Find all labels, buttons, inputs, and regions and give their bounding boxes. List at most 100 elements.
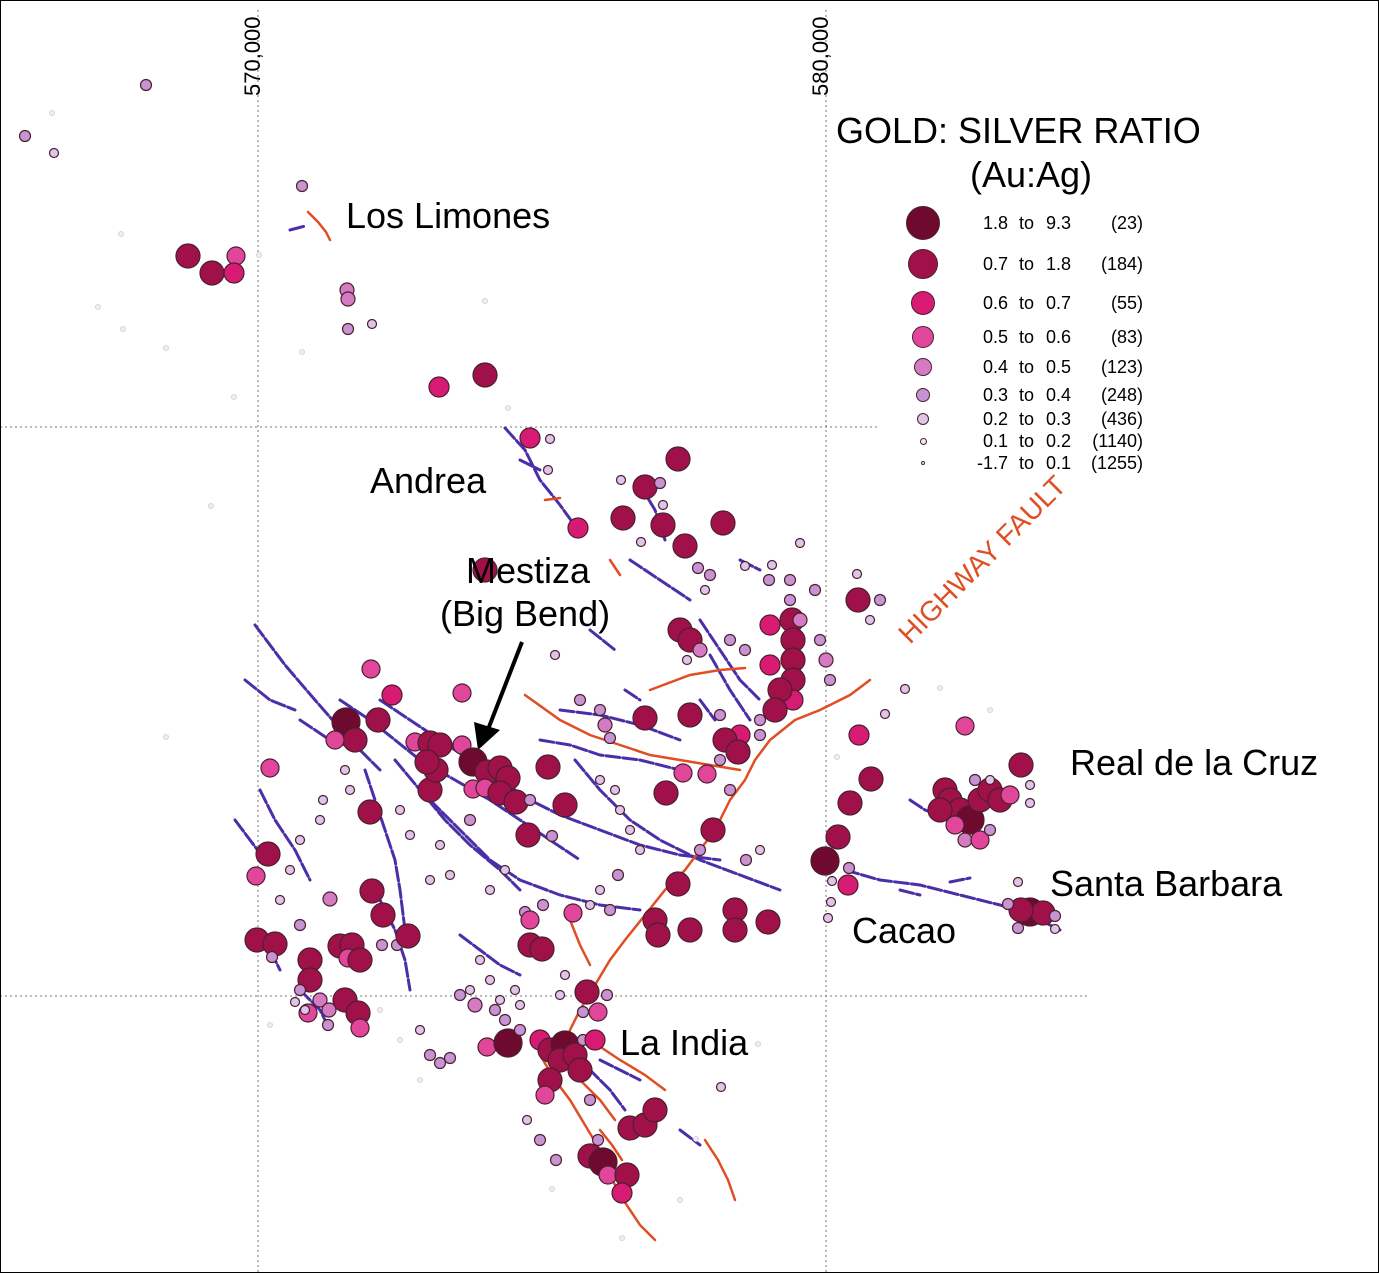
sample-point [509, 984, 521, 996]
vein-trace [948, 876, 972, 884]
legend-count: (184) [1100, 254, 1143, 274]
sample-point [653, 780, 679, 806]
sample-point [552, 792, 578, 818]
legend-symbol [908, 249, 938, 279]
sample-point [970, 830, 990, 850]
locality-santa-barbara: Santa Barbara [1050, 863, 1283, 904]
sample-point [937, 685, 943, 691]
sample-point [822, 912, 834, 924]
sample-point [505, 405, 511, 411]
sample-point [542, 464, 554, 476]
sample-point [665, 446, 691, 472]
legend-row: 0.7 to 1.8 (184) [0, 249, 1379, 279]
fault-trace [588, 1038, 667, 1092]
sample-point [452, 683, 472, 703]
sample-point [722, 917, 748, 943]
legend-range-to: 0.5 [1046, 357, 1072, 377]
legend-range-from: 1.8 [982, 213, 1008, 233]
sample-point [544, 433, 556, 445]
sample-point [693, 843, 707, 857]
sample-point [529, 936, 555, 962]
sample-point [808, 583, 822, 597]
legend-range-to: 0.7 [1046, 293, 1072, 313]
legend-subtitle: (Au:Ag) [970, 154, 1093, 195]
sample-point [417, 1077, 423, 1083]
legend-count: (1255) [1090, 453, 1143, 473]
sample-point [611, 1182, 633, 1204]
sample-point [759, 614, 781, 636]
sample-point [665, 871, 691, 897]
sample-point [825, 824, 851, 850]
sample-point [713, 753, 727, 767]
sample-point [340, 291, 356, 307]
sample-point [650, 512, 676, 538]
sample-point [1048, 909, 1062, 923]
sample-point [139, 78, 153, 92]
sample-point [554, 989, 566, 1001]
legend-range-to-word: to [1019, 293, 1035, 313]
sample-point [163, 734, 169, 740]
sample-point [700, 817, 726, 843]
sample-point [293, 983, 307, 997]
sample-point [404, 829, 416, 841]
legend-range-from: 0.1 [982, 431, 1008, 451]
sample-point [755, 1041, 761, 1047]
sample-point [603, 731, 617, 745]
sample-point [359, 878, 385, 904]
locality-big-bend: (Big Bend) [440, 593, 611, 634]
legend-range-to: 0.4 [1046, 385, 1072, 405]
sample-point [344, 784, 356, 796]
sample-point [208, 503, 214, 509]
legend-count: (248) [1100, 385, 1143, 405]
sample-point [267, 1022, 273, 1028]
sample-point [603, 903, 617, 917]
sample-point [18, 129, 32, 143]
vein-trace [458, 933, 522, 977]
sample-point [987, 707, 993, 713]
sample-point [163, 345, 169, 351]
sample-point [755, 909, 781, 935]
fault-trace [608, 558, 622, 577]
sample-point [848, 724, 870, 746]
sample-point [611, 868, 625, 882]
sample-point [723, 783, 737, 797]
sample-point [444, 869, 456, 881]
fault-trace [703, 1138, 737, 1202]
sample-point [535, 1085, 555, 1105]
sample-point [484, 884, 496, 896]
sample-point [753, 728, 767, 742]
legend-symbol [906, 206, 940, 240]
fault-trace [543, 496, 562, 502]
sample-point [260, 758, 280, 778]
sample-point [567, 517, 589, 539]
sample-point [693, 1136, 699, 1142]
vein-trace [598, 1058, 642, 1082]
mestiza-arrow-shaft [485, 641, 524, 733]
sample-point [472, 557, 498, 583]
sample-point [256, 252, 262, 258]
sample-point [370, 902, 396, 928]
sample-point [295, 179, 309, 193]
sample-point [825, 896, 837, 908]
legend-range-from: 0.6 [982, 293, 1008, 313]
legend-range-from: 0.2 [982, 409, 1008, 429]
sample-point [574, 979, 600, 1005]
fault-trace [306, 210, 332, 242]
legend-count: (23) [1110, 213, 1143, 233]
sample-point [1012, 876, 1024, 888]
sample-point [488, 1003, 502, 1017]
sample-point [597, 717, 613, 733]
sample-point [521, 1114, 533, 1126]
vein-trace [518, 458, 542, 472]
fault-trace [598, 1128, 624, 1162]
vein-trace [538, 738, 682, 772]
sample-point [738, 643, 752, 657]
sample-point [593, 703, 607, 717]
sample-point [223, 262, 245, 284]
legend-symbol [921, 461, 925, 465]
legend-range-to-word: to [1019, 327, 1035, 347]
legend-row: 1.8 to 9.3 (23) [0, 206, 1379, 240]
sample-point [584, 899, 596, 911]
sample-point [653, 476, 667, 490]
